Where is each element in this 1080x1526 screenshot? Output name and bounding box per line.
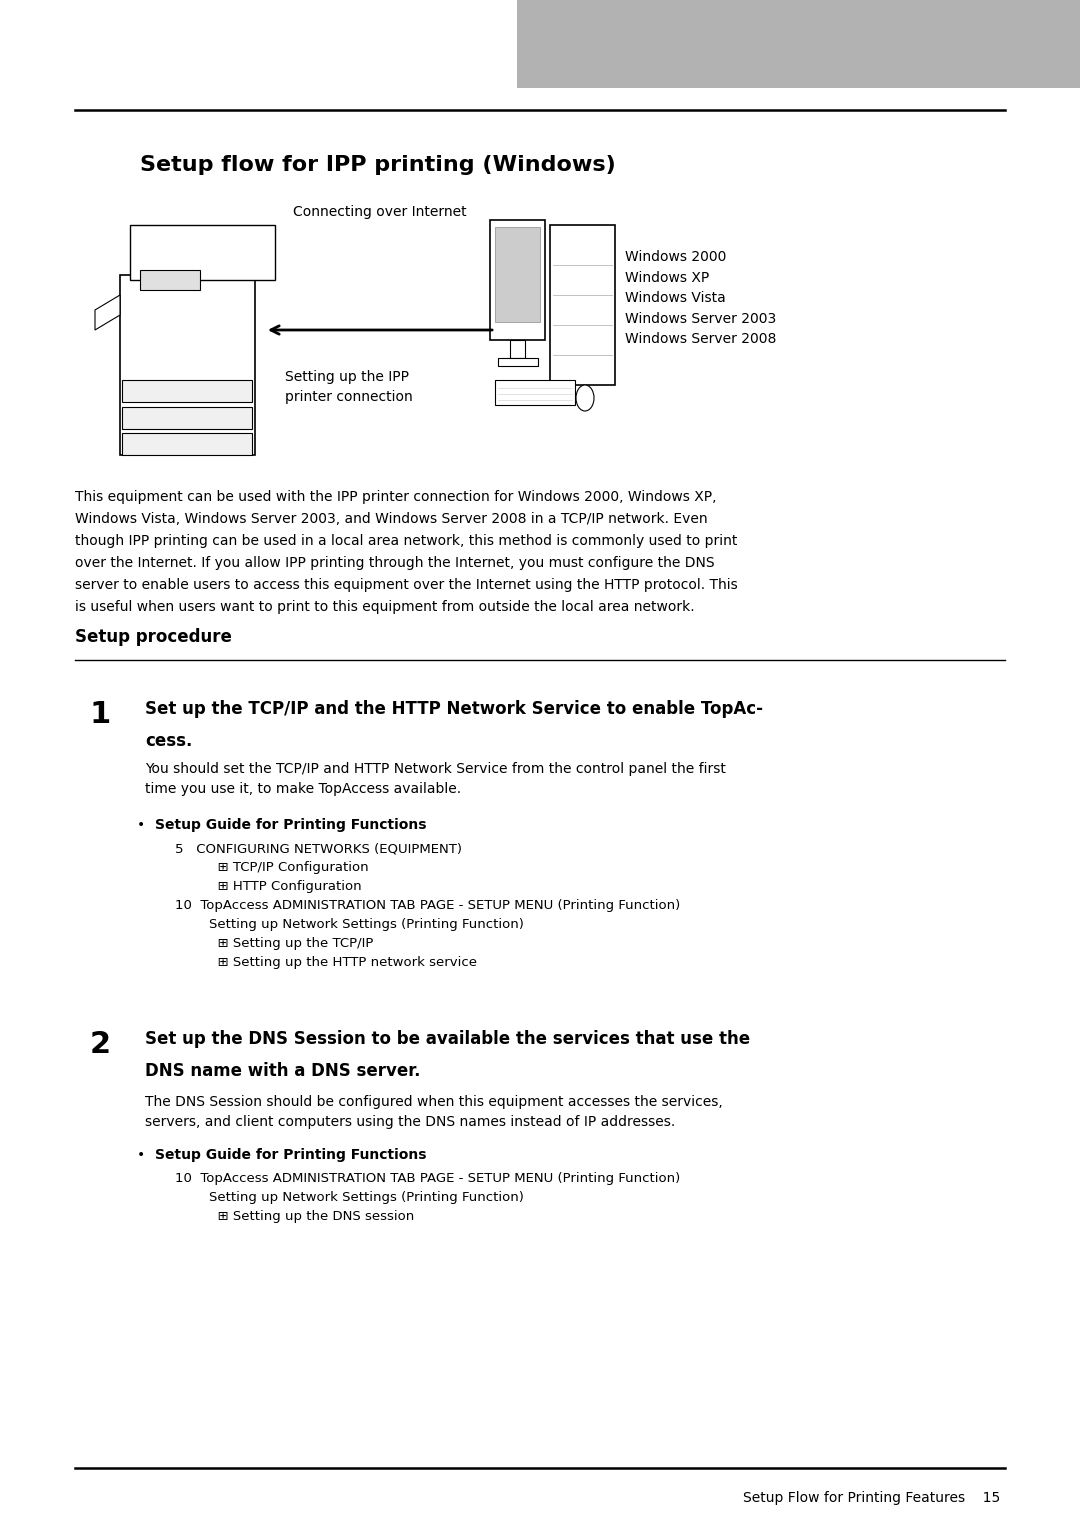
Text: over the Internet. If you allow IPP printing through the Internet, you must conf: over the Internet. If you allow IPP prin… <box>75 555 715 571</box>
Polygon shape <box>95 295 120 330</box>
Text: Setup flow for IPP printing (Windows): Setup flow for IPP printing (Windows) <box>140 156 616 175</box>
Text: •: • <box>137 818 145 832</box>
Text: Setup Guide for Printing Functions: Setup Guide for Printing Functions <box>156 1148 427 1161</box>
Text: Windows 2000
Windows XP
Windows Vista
Windows Server 2003
Windows Server 2008: Windows 2000 Windows XP Windows Vista Wi… <box>625 250 777 346</box>
Text: Setup Guide for Printing Functions: Setup Guide for Printing Functions <box>156 818 427 832</box>
Bar <box>140 270 200 290</box>
Bar <box>122 407 252 429</box>
Text: cess.: cess. <box>145 732 192 749</box>
Text: 5   CONFIGURING NETWORKS (EQUIPMENT): 5 CONFIGURING NETWORKS (EQUIPMENT) <box>175 842 462 855</box>
Text: ⊞ TCP/IP Configuration: ⊞ TCP/IP Configuration <box>175 861 368 874</box>
Text: server to enable users to access this equipment over the Internet using the HTTP: server to enable users to access this eq… <box>75 578 738 592</box>
Text: 2: 2 <box>90 1030 110 1059</box>
Text: 10  TopAccess ADMINISTRATION TAB PAGE - SETUP MENU (Printing Function): 10 TopAccess ADMINISTRATION TAB PAGE - S… <box>175 899 680 913</box>
Text: Set up the DNS Session to be available the services that use the: Set up the DNS Session to be available t… <box>145 1030 751 1048</box>
Text: Setting up Network Settings (Printing Function): Setting up Network Settings (Printing Fu… <box>175 919 524 931</box>
Text: ⊞ HTTP Configuration: ⊞ HTTP Configuration <box>175 881 362 893</box>
Text: 1: 1 <box>90 700 110 729</box>
Text: Set up the TCP/IP and the HTTP Network Service to enable TopAc-: Set up the TCP/IP and the HTTP Network S… <box>145 700 762 719</box>
Text: time you use it, to make TopAccess available.: time you use it, to make TopAccess avail… <box>145 781 461 797</box>
Bar <box>120 275 255 455</box>
Text: Windows Vista, Windows Server 2003, and Windows Server 2008 in a TCP/IP network.: Windows Vista, Windows Server 2003, and … <box>75 513 707 526</box>
Text: ⊞ Setting up the TCP/IP: ⊞ Setting up the TCP/IP <box>175 937 374 951</box>
Text: 10  TopAccess ADMINISTRATION TAB PAGE - SETUP MENU (Printing Function): 10 TopAccess ADMINISTRATION TAB PAGE - S… <box>175 1172 680 1186</box>
Text: ⊞ Setting up the DNS session: ⊞ Setting up the DNS session <box>175 1210 415 1222</box>
Ellipse shape <box>576 385 594 410</box>
Text: DNS name with a DNS server.: DNS name with a DNS server. <box>145 1062 420 1080</box>
Text: is useful when users want to print to this equipment from outside the local area: is useful when users want to print to th… <box>75 600 694 613</box>
Text: though IPP printing can be used in a local area network, this method is commonly: though IPP printing can be used in a loc… <box>75 534 738 548</box>
Text: This equipment can be used with the IPP printer connection for Windows 2000, Win: This equipment can be used with the IPP … <box>75 490 716 504</box>
Text: Setup procedure: Setup procedure <box>75 629 232 645</box>
Bar <box>122 433 252 455</box>
Text: Setup Flow for Printing Features    15: Setup Flow for Printing Features 15 <box>743 1491 1000 1505</box>
Text: •: • <box>137 1148 145 1161</box>
Bar <box>510 340 525 359</box>
Text: Setting up the IPP
printer connection: Setting up the IPP printer connection <box>285 369 413 403</box>
Text: The DNS Session should be configured when this equipment accesses the services,: The DNS Session should be configured whe… <box>145 1096 723 1109</box>
Text: ⊞ Setting up the HTTP network service: ⊞ Setting up the HTTP network service <box>175 955 477 969</box>
Bar <box>130 224 275 279</box>
Text: You should set the TCP/IP and HTTP Network Service from the control panel the fi: You should set the TCP/IP and HTTP Netwo… <box>145 761 726 777</box>
Bar <box>495 227 540 322</box>
Bar <box>498 359 538 366</box>
Bar <box>517 0 1080 89</box>
Bar <box>122 380 252 401</box>
Text: Connecting over Internet: Connecting over Internet <box>293 204 467 220</box>
Text: servers, and client computers using the DNS names instead of IP addresses.: servers, and client computers using the … <box>145 1116 675 1129</box>
Bar <box>495 380 575 404</box>
Bar <box>550 224 615 385</box>
Bar <box>490 220 545 340</box>
Text: Setting up Network Settings (Printing Function): Setting up Network Settings (Printing Fu… <box>175 1190 524 1204</box>
